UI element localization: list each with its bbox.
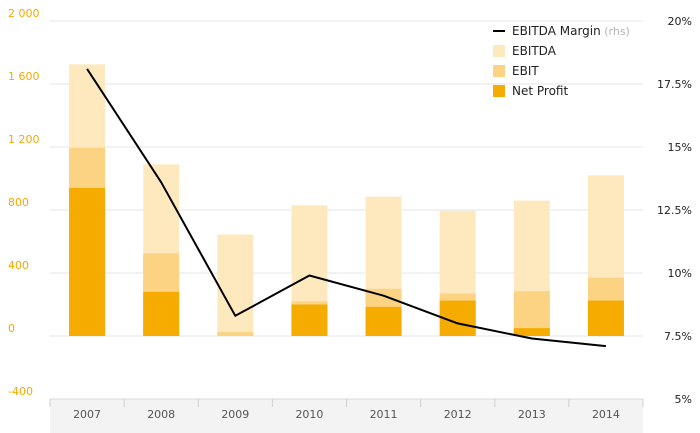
y-left-tick-label: 2 000 <box>8 7 40 20</box>
x-tick-label: 2007 <box>73 408 101 421</box>
ebitda-margin-line <box>86 68 607 348</box>
y-right-tick-label: 12.5% <box>657 204 692 217</box>
y-left-tick-label: 1 200 <box>8 133 40 146</box>
y-right-tick-label: 17.5% <box>657 78 692 91</box>
legend-label-net-profit: Net Profit <box>512 84 568 98</box>
bar-net-profit-2010 <box>291 304 328 336</box>
bars <box>69 64 624 336</box>
x-tick-label: 2014 <box>592 408 620 421</box>
bar-net-profit-2008 <box>143 291 180 336</box>
bar-net-profit-2007 <box>69 187 106 336</box>
y-left-tick-label: 800 <box>8 196 29 209</box>
x-tick-label: 2010 <box>295 408 323 421</box>
y-left-tick-label: -400 <box>8 385 33 398</box>
gridlines <box>50 20 643 337</box>
x-tick-label: 2011 <box>370 408 398 421</box>
bar-net-profit-2011 <box>365 306 402 336</box>
x-tick-label: 2009 <box>221 408 249 421</box>
legend-swatch-net-profit <box>493 85 505 97</box>
y-right-tick-label: 15% <box>668 141 692 154</box>
y-right-tick-label: 10% <box>668 267 692 280</box>
x-tick-label: 2008 <box>147 408 175 421</box>
bar-ebitda-2009 <box>217 234 254 336</box>
x-tick-label: 2012 <box>444 408 472 421</box>
legend: EBITDA Margin (rhs) EBITDA EBIT Net Profit <box>493 24 630 98</box>
legend-swatch-ebit <box>493 65 505 77</box>
y-left-tick-label: 1 600 <box>8 70 40 83</box>
series-line-ebitda-margin <box>86 68 607 348</box>
y-right-tick-label: 7.5% <box>664 330 692 343</box>
y-axis-left: 2 000 1 600 1 200 800 400 0 -400 <box>8 7 40 398</box>
bar-net-profit-2014 <box>587 300 624 336</box>
legend-label-ebitda-margin: EBITDA Margin (rhs) <box>512 24 630 38</box>
bar-net-profit-2013 <box>513 328 550 336</box>
legend-label-ebitda: EBITDA <box>512 44 557 58</box>
y-left-tick-label: 0 <box>8 322 15 335</box>
y-right-tick-label: 20% <box>668 15 692 28</box>
x-axis: 2007 2008 2009 2010 2011 2012 2013 2014 <box>49 398 644 433</box>
y-left-tick-label: 400 <box>8 259 29 272</box>
legend-swatch-ebitda <box>493 45 505 57</box>
x-tick-label: 2013 <box>518 408 546 421</box>
y-axis-right: 20% 17.5% 15% 12.5% 10% 7.5% 5% <box>657 15 692 406</box>
legend-note: (rhs) <box>601 25 630 38</box>
bar-ebit-2009 <box>217 332 254 336</box>
y-right-tick-label: 5% <box>675 393 692 406</box>
legend-label-ebit: EBIT <box>512 64 539 78</box>
